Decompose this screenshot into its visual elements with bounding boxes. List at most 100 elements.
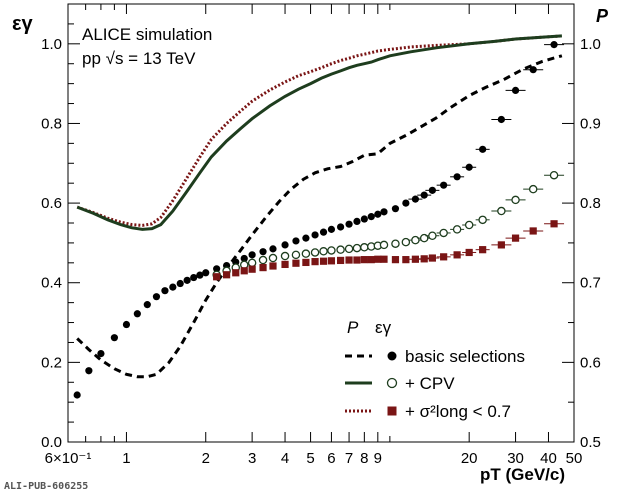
y-tick-label: 0.4: [41, 275, 62, 292]
data-point-cpv: [419, 233, 429, 243]
data-point-cpv: [428, 231, 437, 240]
x-tick-label: 9: [374, 450, 382, 467]
legend-entry-cpv: + CPV: [405, 374, 455, 393]
data-point-basic: [465, 163, 473, 171]
legend-entry-basic: basic selections: [405, 347, 525, 366]
purity-curves: [76, 34, 563, 379]
y-tick-label: 0.8: [41, 115, 62, 132]
data-point-basic: [122, 320, 131, 329]
data-point-basic: [428, 186, 436, 194]
data-point-sigma: [213, 273, 221, 281]
data-point-basic: [259, 248, 267, 256]
data-point-cpv: [352, 243, 362, 253]
x-tick-label: 50: [566, 450, 583, 467]
legend: P εγ basic selections + CPV + σ²long < 0…: [345, 318, 525, 421]
data-point-cpv: [528, 184, 538, 194]
data-point-basic: [85, 367, 93, 375]
data-point-basic: [380, 208, 388, 216]
legend-marker-sigma: [387, 406, 397, 416]
data-point-basic: [374, 210, 382, 218]
purity-curve-basic: [76, 54, 563, 379]
data-point-cpv: [549, 170, 559, 180]
y2-tick-label: 0.9: [580, 115, 601, 132]
data-point-basic: [133, 310, 141, 318]
data-point-sigma: [420, 255, 428, 263]
x-tick-label: 2: [202, 450, 210, 467]
data-point-cpv: [511, 195, 520, 205]
data-point-basic: [402, 199, 410, 207]
data-point-cpv: [280, 251, 290, 261]
data-point-sigma: [529, 227, 537, 235]
data-point-cpv: [319, 247, 328, 256]
data-point-basic: [550, 41, 558, 49]
y-axis-title: εγ: [12, 13, 33, 35]
data-point-sigma: [269, 262, 277, 270]
data-point-basic: [183, 276, 191, 284]
label-top: ALICE simulation: [82, 25, 212, 44]
data-point-sigma: [440, 253, 448, 261]
data-point-sigma: [292, 259, 300, 267]
x-tick-label: 7: [345, 450, 353, 467]
y-tick-label: 0.6: [41, 195, 62, 212]
data-point-cpv: [327, 246, 336, 255]
data-point-basic: [281, 241, 289, 249]
x-tick-label: 3: [248, 450, 256, 467]
data-point-sigma: [497, 241, 505, 249]
legend-header-purity: P: [347, 318, 359, 337]
data-point-basic: [479, 145, 487, 153]
data-point-basic: [152, 293, 161, 301]
data-point-sigma: [411, 255, 419, 263]
data-point-basic: [411, 195, 419, 203]
purity-curve-cpv: [76, 34, 563, 231]
data-point-basic: [176, 279, 184, 288]
data-point-basic: [190, 273, 198, 282]
data-point-cpv: [391, 239, 400, 248]
y2-tick-label: 0.5: [580, 434, 601, 451]
data-point-sigma: [302, 258, 310, 267]
data-point-basic: [440, 181, 448, 189]
data-point-cpv: [360, 243, 369, 252]
x-tick-label: 20: [461, 450, 478, 467]
data-point-basic: [213, 265, 221, 273]
data-point-basic: [319, 228, 328, 236]
data-point-sigma: [374, 255, 382, 263]
x-tick-label: 4: [281, 450, 289, 467]
data-point-sigma: [453, 251, 461, 259]
data-point-cpv: [344, 244, 354, 254]
data-point-sigma: [428, 254, 436, 262]
data-point-sigma: [402, 256, 410, 264]
data-point-sigma: [550, 220, 558, 228]
data-point-basic: [269, 245, 277, 253]
data-point-basic: [336, 223, 345, 231]
data-point-sigma: [511, 234, 520, 242]
data-point-sigma: [479, 246, 487, 254]
footer-id: ALI-PUB-606255: [4, 481, 88, 492]
y2-tick-label: 1.0: [580, 36, 601, 53]
data-point-basic: [196, 271, 204, 279]
data-point-sigma: [353, 256, 361, 264]
data-point-sigma: [319, 257, 328, 265]
legend-header-eff: εγ: [375, 318, 392, 337]
data-point-sigma: [391, 256, 400, 264]
data-point-basic: [169, 283, 177, 291]
y2-axis-title-text: P: [596, 6, 609, 26]
data-point-basic: [420, 191, 428, 199]
data-point-sigma: [360, 256, 368, 264]
data-point-basic: [345, 220, 353, 228]
x-tick-label: 40: [540, 450, 557, 467]
data-point-cpv: [452, 225, 462, 234]
data-point-sigma: [311, 258, 319, 266]
data-point-basic: [110, 334, 118, 342]
data-point-cpv: [379, 240, 389, 250]
data-point-basic: [97, 350, 105, 358]
x-axis-title: pT (GeV/c): [480, 465, 565, 484]
legend-marker-basic: [387, 351, 397, 361]
data-point-sigma: [259, 263, 267, 272]
data-point-sigma: [327, 257, 336, 265]
data-point-cpv: [301, 249, 311, 258]
data-point-basic: [360, 215, 368, 223]
data-point-basic: [529, 66, 537, 74]
efficiency-points: [73, 41, 565, 399]
data-point-cpv: [268, 253, 278, 263]
